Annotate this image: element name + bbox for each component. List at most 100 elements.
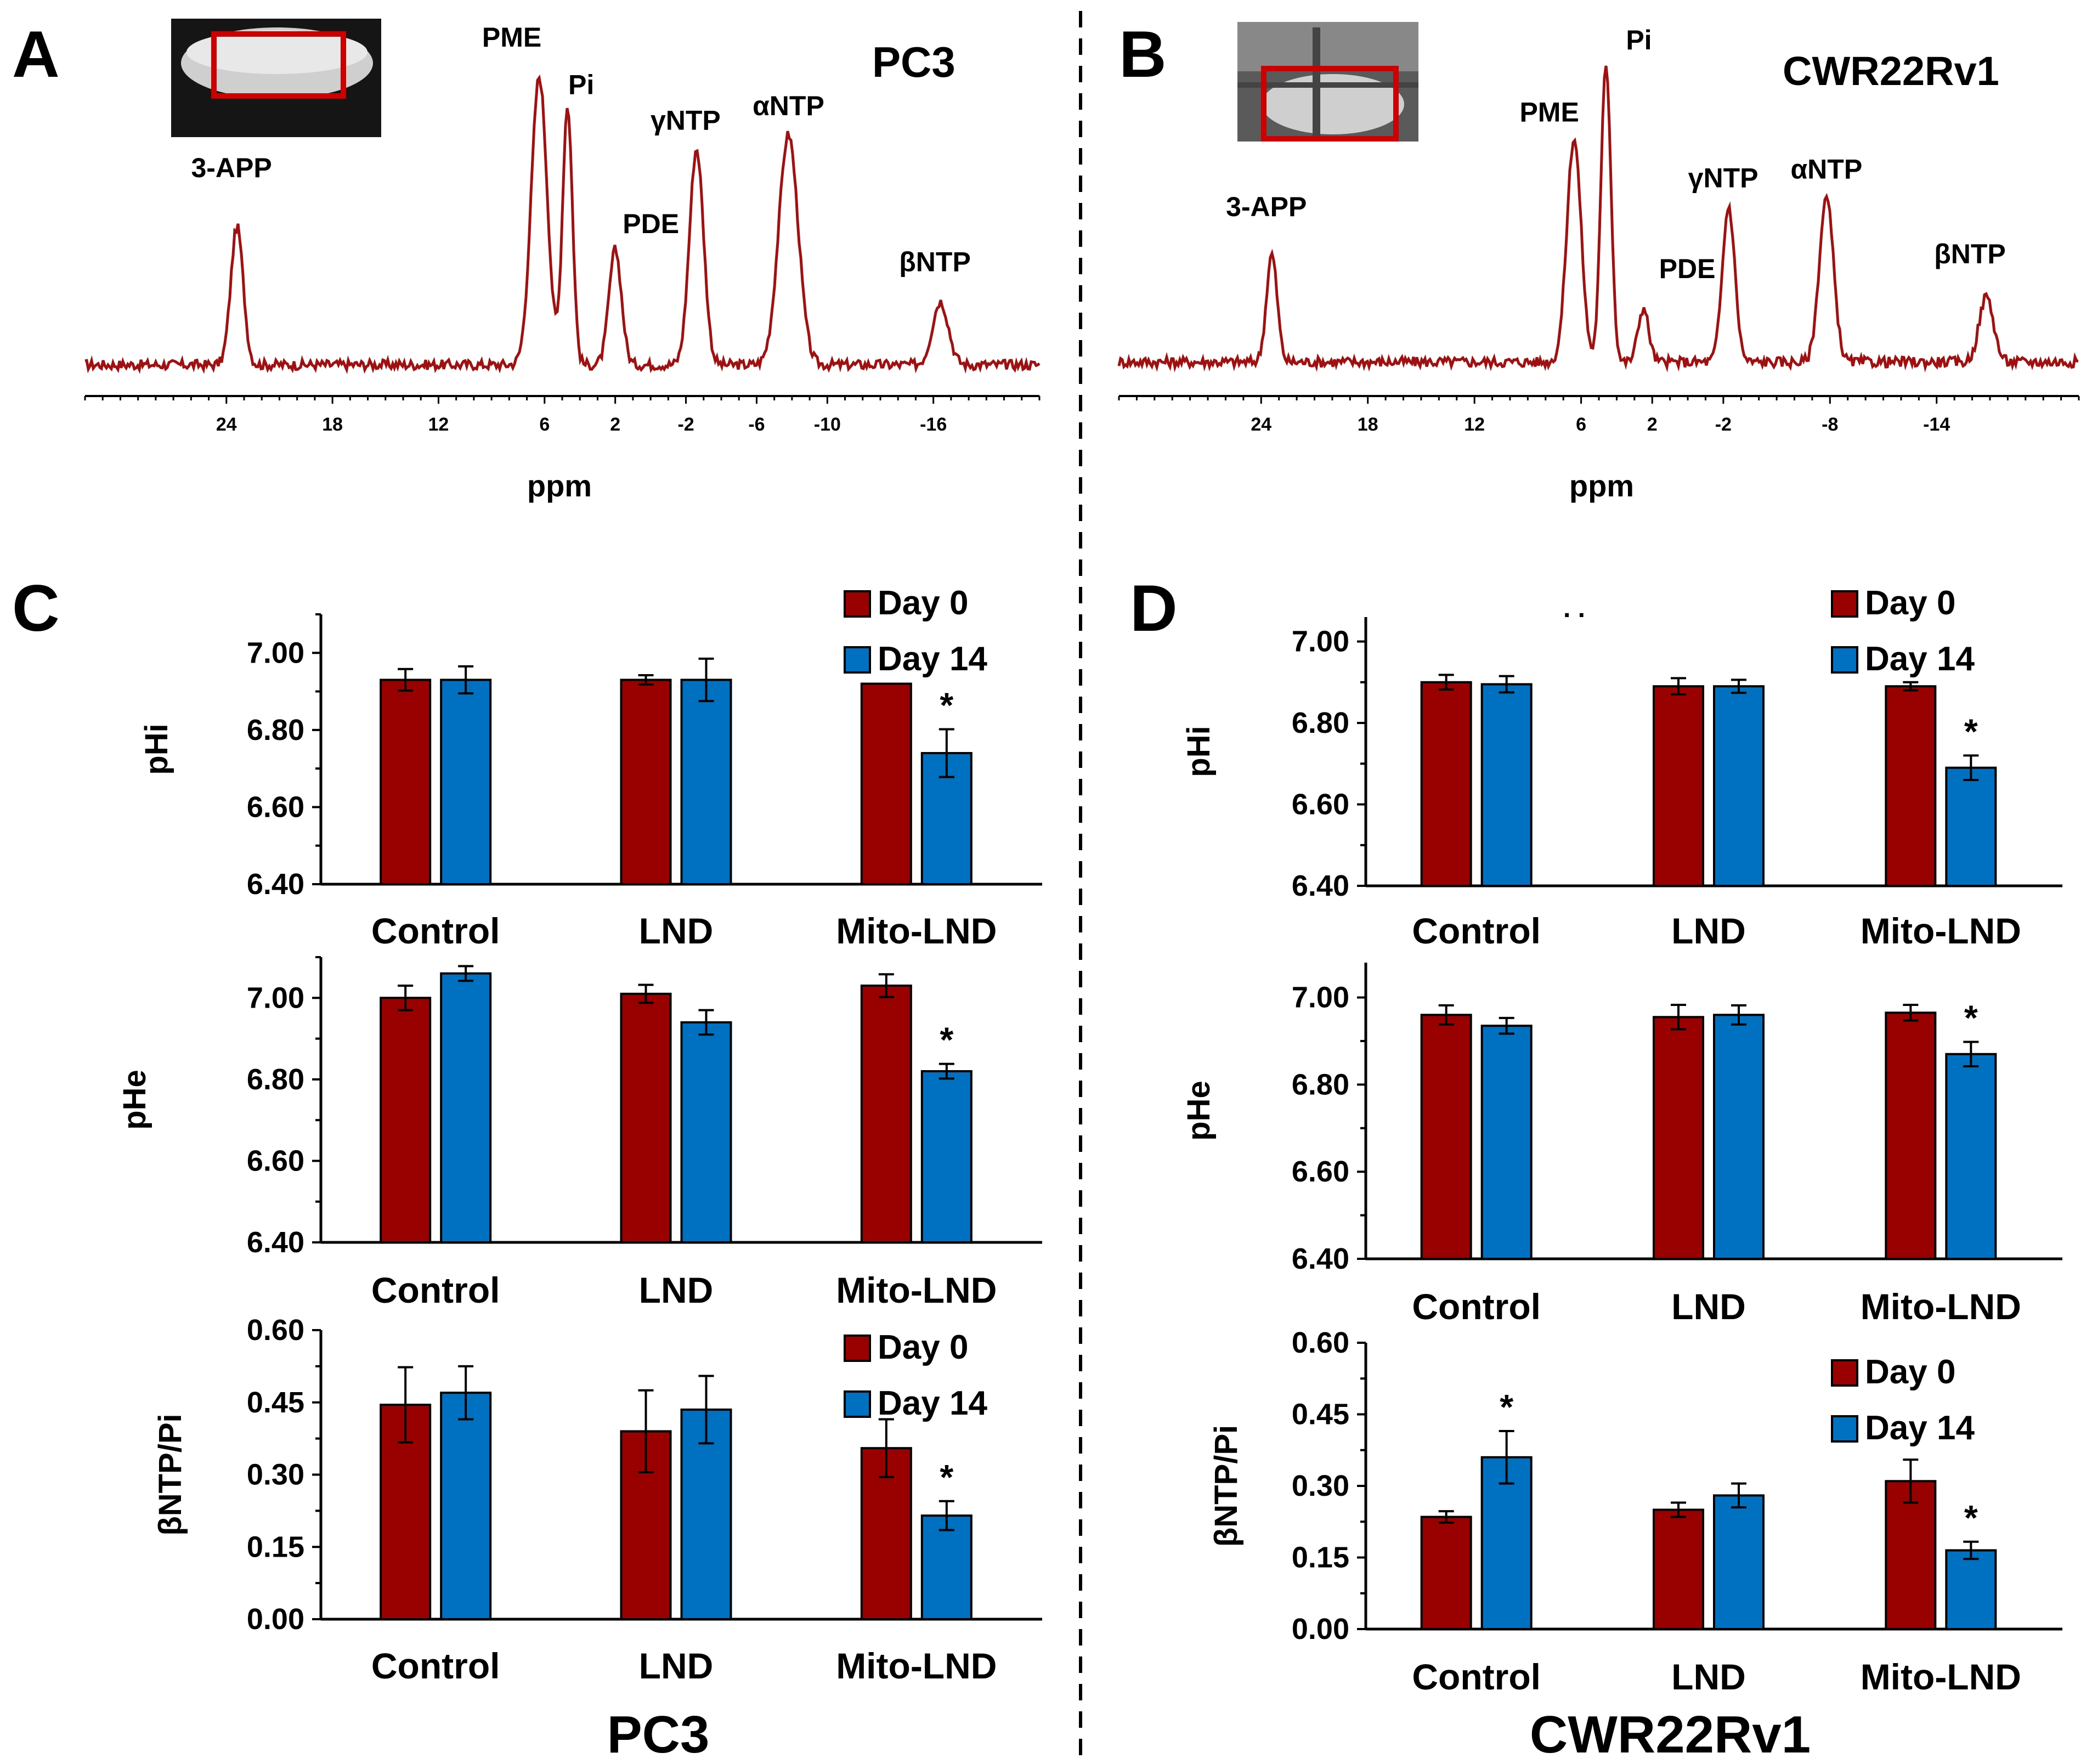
peak-label-pde: PDE bbox=[623, 208, 679, 239]
legend-swatch-day-0 bbox=[1831, 1359, 1858, 1387]
legend-label-day-0: Day 0 bbox=[878, 584, 968, 622]
category-label-mito-lnd: Mito-LND bbox=[836, 1646, 997, 1686]
spectrum-b-xlabel: ppm bbox=[1569, 468, 1634, 503]
y-tick-label: 0.30 bbox=[1292, 1469, 1349, 1502]
y-tick-label: 0.00 bbox=[247, 1603, 304, 1636]
y-tick-label: 6.40 bbox=[1292, 1242, 1349, 1275]
spectrum-a-trace bbox=[84, 74, 1041, 375]
category-label-control: Control bbox=[1412, 1656, 1541, 1697]
significance-star: * bbox=[1964, 711, 1978, 751]
peak-label-pde: PDE bbox=[1659, 253, 1716, 284]
spectrum-tick-label: -8 bbox=[1822, 414, 1838, 435]
panel-letter-c: C bbox=[12, 572, 60, 645]
y-tick-label: 7.00 bbox=[1292, 981, 1349, 1014]
y-tick-label: 6.40 bbox=[247, 868, 304, 901]
spectrum-b-title: CWR22Rv1 bbox=[1783, 48, 1999, 94]
panel-letter-a: A bbox=[12, 18, 60, 91]
stray-dots: . . bbox=[1563, 594, 1585, 623]
y-tick-label: 6.80 bbox=[1292, 1068, 1349, 1101]
chart-c-ntp: 0.00 0.15 0.30 0.45 0.60 βNTP/Pi Control LND * Mi… bbox=[152, 1314, 1042, 1686]
significance-star: * bbox=[1500, 1387, 1513, 1427]
spectrum-tick-label: 2 bbox=[1647, 414, 1658, 435]
y-tick-label: 0.30 bbox=[247, 1458, 304, 1491]
y-tick-label: 7.00 bbox=[247, 636, 304, 669]
category-label-mito-lnd: Mito-LND bbox=[1861, 1656, 2021, 1697]
spectrum-tick-label: 6 bbox=[539, 414, 550, 435]
bar-day-0-mito-lnd bbox=[1885, 1011, 1937, 1260]
bar-day-14-control bbox=[1480, 683, 1533, 887]
bar-day-0-control bbox=[1420, 1516, 1472, 1631]
y-tick-label: 6.80 bbox=[247, 1063, 304, 1096]
bar-day-14-lnd bbox=[1713, 1494, 1765, 1630]
category-label-mito-lnd: Mito-LND bbox=[1861, 1286, 2021, 1327]
category-label-control: Control bbox=[371, 1646, 500, 1686]
bar-day-0-mito-lnd bbox=[1885, 1480, 1937, 1631]
significance-star: * bbox=[940, 685, 953, 725]
chart-d-ntp: 0.00 0.15 0.30 0.45 0.60 βNTP/Pi * Control LND * M… bbox=[1208, 1326, 2062, 1697]
panel-letter-b: B bbox=[1119, 18, 1167, 91]
spectrum-tick-label: -14 bbox=[1923, 414, 1950, 435]
spectrum-tick-label: -2 bbox=[1715, 414, 1732, 435]
bar-day-14-mito-lnd bbox=[920, 1070, 973, 1243]
peak-label-pi: Pi bbox=[1626, 25, 1652, 55]
y-tick-label: 0.60 bbox=[1292, 1326, 1349, 1359]
category-label-lnd: LND bbox=[639, 1646, 714, 1686]
bar-day-0-mito-lnd bbox=[1885, 685, 1937, 887]
bar-day-0-control bbox=[1420, 1014, 1472, 1260]
category-label-lnd: LND bbox=[639, 911, 714, 951]
y-tick-label: 0.15 bbox=[1292, 1541, 1349, 1574]
bar-day-14-lnd bbox=[680, 1021, 732, 1244]
legend-label-day-14: Day 14 bbox=[878, 640, 987, 678]
spectrum-tick-label: 24 bbox=[216, 414, 237, 435]
peak-label-ntp: βNTP bbox=[1934, 239, 2006, 269]
spectrum-b: 24 18 12 6 2 -2 -8 -14 3-APP PME Pi PDE γNTP αNTP βNT… bbox=[1117, 25, 2080, 503]
y-tick-label: 6.40 bbox=[1292, 869, 1349, 902]
legend-label-day-14: Day 14 bbox=[1865, 640, 1975, 678]
bar-day-14-control bbox=[1480, 1025, 1533, 1260]
y-tick-label: 6.60 bbox=[1292, 1155, 1349, 1188]
legend-label-day-14: Day 14 bbox=[878, 1384, 987, 1422]
chart-d-phi: 6.40 6.60 6.80 7.00 pHi Control LND * Mito-LND Da… bbox=[1181, 584, 2062, 951]
bar-day-14-control bbox=[440, 679, 492, 885]
y-axis-label: pHe bbox=[1181, 1081, 1217, 1141]
bar-day-14-mito-lnd bbox=[1945, 1549, 1997, 1630]
y-axis-label: βNTP/Pi bbox=[152, 1414, 188, 1535]
bar-day-14-lnd bbox=[680, 1408, 732, 1621]
bottom-label-pc3: PC3 bbox=[607, 1705, 710, 1764]
spectrum-tick-label: 2 bbox=[610, 414, 620, 435]
y-axis-label: pHi bbox=[1181, 726, 1217, 777]
spectrum-tick-label: 24 bbox=[1251, 414, 1271, 435]
y-tick-label: 6.80 bbox=[247, 714, 304, 747]
legend-label-day-14: Day 14 bbox=[1865, 1409, 1975, 1447]
legend-swatch-day-14 bbox=[844, 646, 871, 674]
bar-day-0-control bbox=[1420, 681, 1472, 887]
category-label-lnd: LND bbox=[1671, 1656, 1746, 1697]
legend-swatch-day-0 bbox=[844, 590, 871, 618]
peak-label-3-app: 3-APP bbox=[191, 152, 272, 183]
significance-star: * bbox=[1964, 998, 1978, 1038]
legend-label-day-0: Day 0 bbox=[1865, 584, 1955, 622]
category-label-control: Control bbox=[371, 1270, 500, 1310]
y-tick-label: 0.00 bbox=[1292, 1613, 1349, 1646]
mri-thumbnail-b bbox=[1237, 22, 1418, 142]
legend-swatch-day-14 bbox=[1831, 646, 1858, 674]
y-tick-label: 6.60 bbox=[1292, 788, 1349, 821]
spectrum-tick-label: -2 bbox=[677, 414, 694, 435]
bar-day-0-lnd bbox=[1653, 1508, 1704, 1630]
legend-swatch-day-0 bbox=[844, 1335, 871, 1362]
y-axis-label: pHe bbox=[117, 1070, 152, 1130]
peak-label-pi: Pi bbox=[568, 70, 594, 100]
spectrum-b-trace bbox=[1117, 65, 2079, 372]
y-tick-label: 0.60 bbox=[247, 1314, 304, 1347]
bar-day-14-lnd bbox=[1713, 1014, 1765, 1260]
bar-day-0-lnd bbox=[620, 679, 672, 885]
y-tick-label: 6.60 bbox=[247, 1144, 304, 1177]
bar-day-14-control bbox=[440, 1392, 492, 1621]
y-tick-label: 6.60 bbox=[247, 790, 304, 823]
legend-swatch-day-0 bbox=[1831, 590, 1858, 618]
y-tick-label: 0.45 bbox=[1292, 1398, 1349, 1431]
bar-day-14-lnd bbox=[680, 679, 732, 885]
spectrum-tick-label: 12 bbox=[428, 414, 449, 435]
chart-c-phe: 6.40 6.60 6.80 7.00 pHe Control LND * Mito-LND bbox=[117, 956, 1042, 1310]
